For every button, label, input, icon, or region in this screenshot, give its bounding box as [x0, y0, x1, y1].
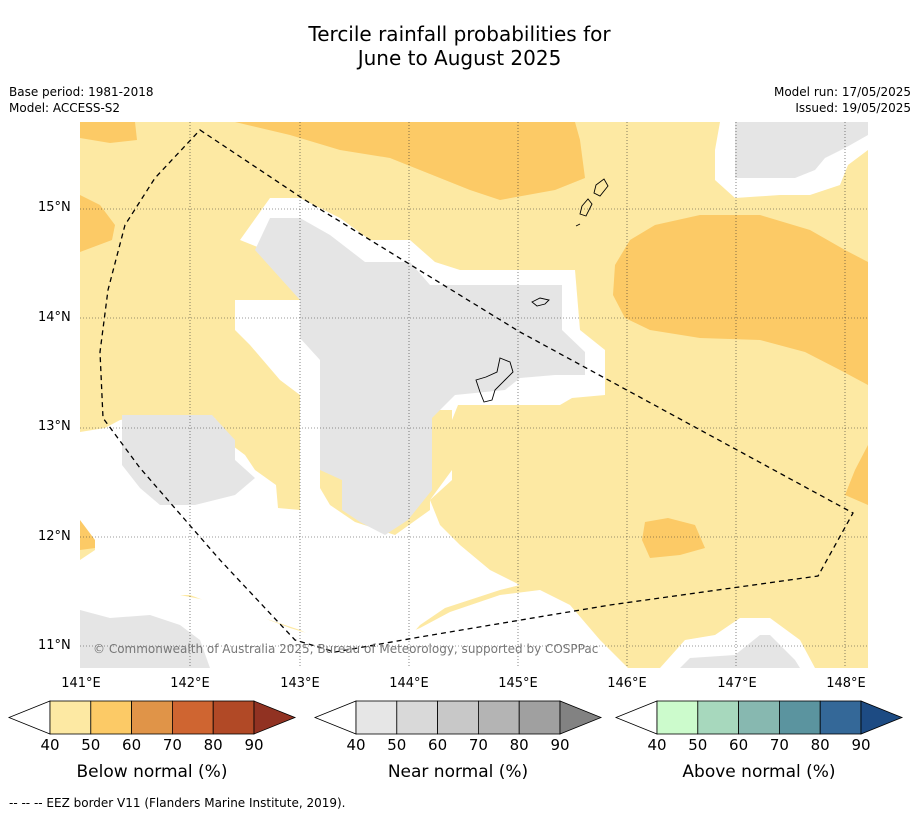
colorbar-tick-label: 40: [40, 736, 60, 754]
lat-label-13n: 13°N: [38, 419, 71, 434]
colorbar-segment: [518, 700, 561, 735]
colorbar-segment: [697, 700, 739, 735]
island-tinian: [579, 198, 593, 217]
island-rota: [531, 297, 550, 307]
island-guam: [475, 357, 514, 403]
eez-footnote: -- -- -- EEZ border V11 (Flanders Marine…: [9, 796, 346, 810]
eez-border: [99, 129, 854, 653]
title-line-2: June to August 2025: [357, 46, 562, 70]
colorbar-segment: [477, 700, 520, 735]
colorbar-segment: [171, 700, 214, 735]
colorbar-over-triangle: [860, 700, 904, 735]
map-title: Tercile rainfall probabilities for June …: [0, 22, 919, 70]
model-run: Model run: 17/05/2025: [773, 85, 911, 99]
colorbar-tick-label: 60: [729, 736, 749, 754]
lat-label-11n: 11°N: [38, 638, 71, 653]
lat-label-12n: 12°N: [38, 529, 71, 544]
colorbar-segment: [396, 700, 438, 735]
issued-date: Issued: 19/05/2025: [795, 101, 911, 115]
colorbar-tick-label: 40: [346, 736, 366, 754]
near-normal-40-region-se: [680, 635, 800, 668]
colorbar-tick-label: 40: [647, 736, 667, 754]
near-normal-40-region-west: [122, 415, 255, 505]
near-normal-40-region-northeast: [735, 122, 868, 178]
colorbar-label: Below normal (%): [76, 762, 228, 782]
probability-field: [80, 122, 868, 668]
colorbar-tick-label: 80: [203, 736, 223, 754]
above-normal-colorbar: [614, 700, 904, 735]
below-normal-50-patch-east: [613, 215, 868, 385]
colorbar-segment: [437, 700, 479, 735]
colorbar-tick-label: 90: [851, 736, 871, 754]
colorbar-label: Above normal (%): [682, 762, 836, 782]
lon-label-143e: 143°E: [280, 676, 320, 691]
colorbar-segment: [49, 700, 92, 735]
below-normal-50-patch-west: [80, 195, 115, 252]
island-aguijan: [575, 223, 581, 227]
colorbar-tick-label: 70: [769, 736, 789, 754]
colorbar-tick-label: 60: [122, 736, 142, 754]
colorbar-segment: [90, 700, 133, 735]
colorbar-tick-label: 60: [428, 736, 448, 754]
colorbar-over-triangle: [253, 700, 297, 735]
lon-label-146e: 146°E: [607, 676, 647, 691]
colorbar-tick-label: 50: [688, 736, 708, 754]
colorbar-tick-label: 50: [81, 736, 101, 754]
colorbar-under-triangle: [614, 700, 658, 735]
colorbar-label: Near normal (%): [387, 762, 529, 782]
lon-label-144e: 144°E: [389, 676, 429, 691]
lon-label-148e: 148°E: [826, 676, 866, 691]
lon-label-145e: 145°E: [498, 676, 538, 691]
model-name: Model: ACCESS-S2: [9, 101, 121, 115]
colorbar-tick-label: 90: [244, 736, 264, 754]
colorbar-tick-label: 50: [387, 736, 407, 754]
colorbar-segment: [656, 700, 699, 735]
colorbar-segment: [212, 700, 255, 735]
island-saipan: [593, 178, 609, 197]
colorbar-tick-label: 80: [509, 736, 529, 754]
colorbar-under-triangle: [313, 700, 357, 735]
base-period: Base period: 1981-2018: [9, 85, 154, 99]
below-normal-50-patch-north: [235, 122, 585, 200]
islands: [475, 178, 609, 403]
colorbar-tick-label: 70: [162, 736, 182, 754]
colorbar-segment: [738, 700, 780, 735]
legend-colorbars: [7, 700, 904, 735]
colorbar-segment: [131, 700, 173, 735]
below-normal-50-patch-nw: [80, 122, 137, 143]
lat-label-15n: 15°N: [38, 200, 71, 215]
title-line-1: Tercile rainfall probabilities for: [308, 22, 611, 46]
gridlines: [80, 122, 868, 668]
meta-left: Base period: 1981-2018 Model: ACCESS-S2: [9, 84, 154, 116]
copyright-notice: © Commonwealth of Australia 2025, Bureau…: [93, 642, 599, 656]
colorbar-over-triangle: [559, 700, 603, 735]
colorbar-tick-label: 90: [550, 736, 570, 754]
colorbar-tick-label: 80: [810, 736, 830, 754]
lon-label-147e: 147°E: [717, 676, 757, 691]
below-normal-50-patch-small: [642, 518, 705, 558]
lat-label-14n: 14°N: [38, 310, 71, 325]
colorbar-segment: [779, 700, 821, 735]
near-normal-40-region-center: [255, 218, 585, 535]
colorbar-segment: [819, 700, 862, 735]
meta-right: Model run: 17/05/2025 Issued: 19/05/2025: [774, 84, 911, 116]
colorbar-segment: [355, 700, 398, 735]
below-normal-50-patch-se: [845, 445, 868, 505]
near-normal-colorbar: [313, 700, 603, 735]
lon-label-141e: 141°E: [61, 676, 101, 691]
near-normal-40-region-southwest: [80, 610, 210, 668]
lon-label-142e: 142°E: [170, 676, 210, 691]
no-dominant-region-south: [80, 560, 628, 668]
colorbar-under-triangle: [7, 700, 51, 735]
below-normal-colorbar: [7, 700, 297, 735]
colorbar-tick-label: 70: [468, 736, 488, 754]
